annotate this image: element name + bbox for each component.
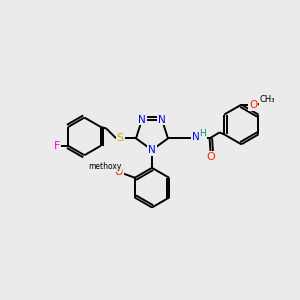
Text: N: N <box>138 115 146 124</box>
Text: N: N <box>148 145 156 155</box>
Text: H: H <box>199 129 206 138</box>
Text: N: N <box>158 115 166 124</box>
Text: F: F <box>54 141 60 151</box>
Text: N: N <box>192 132 200 142</box>
Text: O: O <box>115 167 123 177</box>
Text: O: O <box>206 152 215 162</box>
Text: CH₃: CH₃ <box>259 95 275 104</box>
Text: O: O <box>249 100 257 110</box>
Text: S: S <box>116 134 124 143</box>
Text: methoxy: methoxy <box>88 162 122 171</box>
